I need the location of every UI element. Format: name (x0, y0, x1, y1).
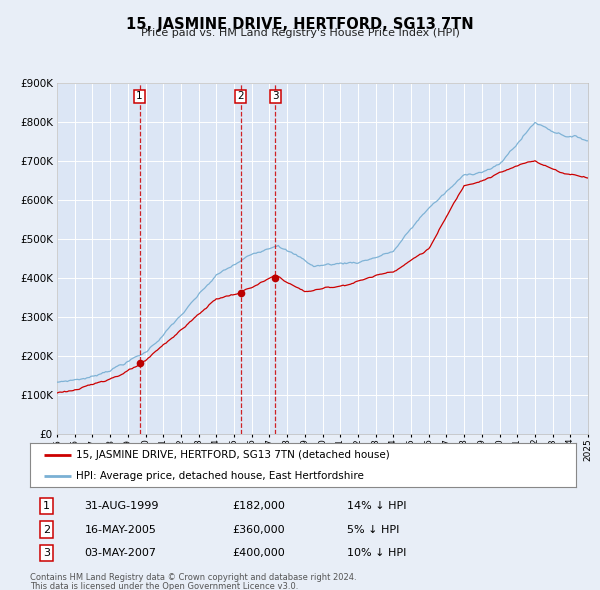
Text: 1: 1 (136, 91, 143, 101)
Text: 31-AUG-1999: 31-AUG-1999 (85, 501, 159, 511)
Text: 15, JASMINE DRIVE, HERTFORD, SG13 7TN (detached house): 15, JASMINE DRIVE, HERTFORD, SG13 7TN (d… (76, 450, 390, 460)
Text: 2: 2 (43, 525, 50, 535)
Text: 15, JASMINE DRIVE, HERTFORD, SG13 7TN: 15, JASMINE DRIVE, HERTFORD, SG13 7TN (126, 17, 474, 31)
Text: This data is licensed under the Open Government Licence v3.0.: This data is licensed under the Open Gov… (30, 582, 298, 590)
Text: 3: 3 (43, 548, 50, 558)
Text: 2: 2 (238, 91, 244, 101)
Text: 16-MAY-2005: 16-MAY-2005 (85, 525, 157, 535)
Text: 10% ↓ HPI: 10% ↓ HPI (347, 548, 406, 558)
Text: £400,000: £400,000 (232, 548, 285, 558)
Text: 3: 3 (272, 91, 278, 101)
Text: £360,000: £360,000 (232, 525, 284, 535)
Text: Contains HM Land Registry data © Crown copyright and database right 2024.: Contains HM Land Registry data © Crown c… (30, 573, 356, 582)
Text: Price paid vs. HM Land Registry's House Price Index (HPI): Price paid vs. HM Land Registry's House … (140, 28, 460, 38)
Text: HPI: Average price, detached house, East Hertfordshire: HPI: Average price, detached house, East… (76, 471, 364, 481)
Text: 03-MAY-2007: 03-MAY-2007 (85, 548, 157, 558)
Text: 1: 1 (43, 501, 50, 511)
Text: 14% ↓ HPI: 14% ↓ HPI (347, 501, 406, 511)
Text: £182,000: £182,000 (232, 501, 285, 511)
Text: 5% ↓ HPI: 5% ↓ HPI (347, 525, 399, 535)
